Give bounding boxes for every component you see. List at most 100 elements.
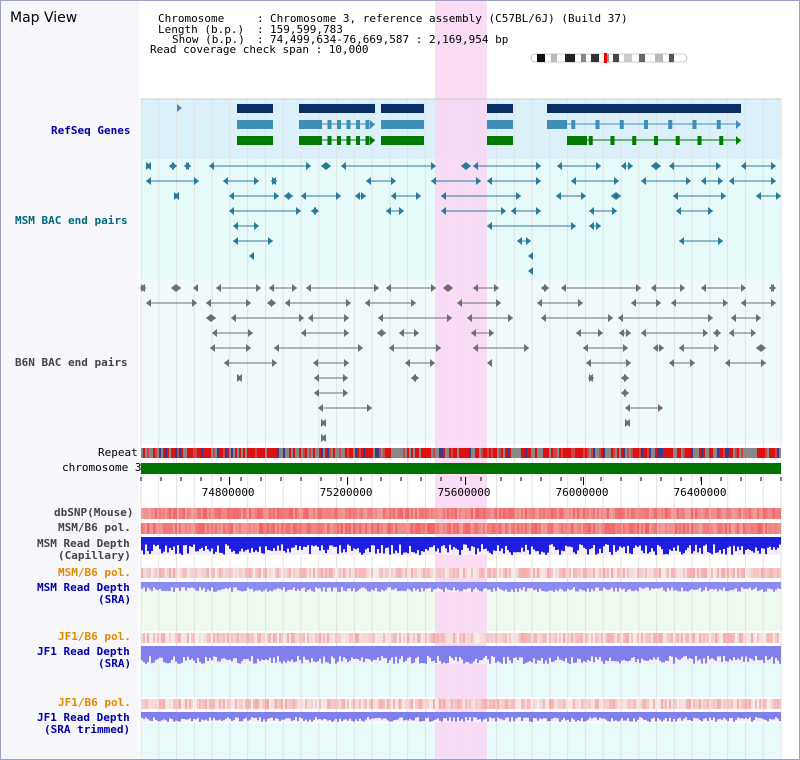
jf1-b6-pol-label[interactable]: JF1/B6 pol. xyxy=(58,630,131,643)
msm-depth-cap-bar xyxy=(333,537,335,547)
jf1-depth-trim-bar xyxy=(443,712,445,719)
jf1-pol-bin xyxy=(775,633,777,643)
msm-pol-sra-bin xyxy=(659,568,661,578)
msm-depth-sra-label[interactable]: MSM Read Depth xyxy=(37,581,130,594)
dbsnp-bin xyxy=(589,508,591,519)
msm-depth-sra-bar xyxy=(197,582,199,591)
dbsnp-bin xyxy=(159,508,161,519)
msm-depth-sra-sub: (SRA) xyxy=(98,593,132,606)
msm-pol-bin xyxy=(429,523,431,534)
msm-pol-sra-bin xyxy=(763,568,765,578)
chromosome-label[interactable]: chromosome 3 xyxy=(62,461,142,474)
repeat-bin xyxy=(235,448,237,458)
msm-b6-pol-label[interactable]: MSM/B6 pol. xyxy=(58,521,131,534)
dbsnp-bin xyxy=(767,508,769,519)
repeat-label[interactable]: Repeat xyxy=(98,446,138,459)
jf1-pol-bin xyxy=(441,633,443,643)
msm-b6-pol-sra-label[interactable]: MSM/B6 pol. xyxy=(58,566,131,579)
jf1-pol-bin xyxy=(637,633,639,643)
msm-depth-cap-bar xyxy=(261,537,263,554)
msm-pol-bin xyxy=(335,523,337,534)
msm-depth-sra-bar xyxy=(715,582,717,589)
jf1-depth-trim-bar xyxy=(209,712,211,718)
repeat-bin xyxy=(563,448,565,458)
msm-depth-sra-bar xyxy=(595,582,597,588)
jf1-pol-bin xyxy=(255,633,257,643)
jf1-pol-bin xyxy=(593,633,595,643)
msm-depth-cap-bar xyxy=(565,537,567,546)
msm-depth-sra-bar xyxy=(311,582,313,591)
chromosome-ideogram[interactable] xyxy=(529,53,689,63)
repeat-bin xyxy=(191,448,193,458)
msm-pair-end xyxy=(528,252,533,260)
b6n-bac-label[interactable]: B6N BAC end pairs xyxy=(15,356,128,369)
refseq-genes-label[interactable]: RefSeq Genes xyxy=(51,124,131,137)
msm-pol-bin xyxy=(599,523,601,534)
msm-depth-cap-bar xyxy=(233,537,235,551)
jf1-depth-trim-bar xyxy=(143,712,145,719)
jf1-depth-trim-label[interactable]: JF1 Read Depth xyxy=(37,711,130,724)
repeat-bin xyxy=(711,448,713,458)
msm-depth-cap-bar xyxy=(219,537,221,553)
msm-pol-sra-bin xyxy=(643,568,645,578)
jf1-depth-trim-bar xyxy=(265,712,267,722)
dbsnp-label[interactable]: dbSNP(Mouse) xyxy=(54,506,134,519)
jf1-depth-sra-bar xyxy=(551,646,553,662)
jf1-depth-sra-bar xyxy=(227,646,229,661)
jf1-depth-trim-bar xyxy=(413,712,415,721)
jf1-depth-sra-bar xyxy=(341,646,343,662)
jf1-pol-bin xyxy=(357,633,359,643)
msm-depth-capillary-label[interactable]: MSM Read Depth xyxy=(37,537,130,550)
jf1-pol-trim-bin xyxy=(221,699,223,709)
jf1-pol-bin xyxy=(535,633,537,643)
jf1-depth-sra-bar xyxy=(317,646,319,662)
msm-depth-cap-bar xyxy=(479,537,481,552)
jf1-pol-bin xyxy=(649,633,651,643)
msm-depth-sra-bar xyxy=(383,582,385,591)
msm-depth-sra-bar xyxy=(745,582,747,589)
chromosome-key: Chromosome xyxy=(158,12,225,25)
repeat-bin xyxy=(243,448,245,458)
repeat-bin xyxy=(189,448,191,458)
jf1-depth-trim-bar xyxy=(363,712,365,722)
jf1-pol-trim-bin xyxy=(355,699,357,709)
jf1-depth-trim-bar xyxy=(547,712,549,722)
jf1-depth-trim-bar xyxy=(301,712,303,719)
jf1-b6-pol-trim-label[interactable]: JF1/B6 pol. xyxy=(58,696,131,709)
jf1-depth-trim-bar xyxy=(469,712,471,718)
jf1-depth-sra-bar xyxy=(773,646,775,664)
msm-depth-sra-bar xyxy=(303,582,305,588)
jf1-depth-sra-bar xyxy=(767,646,769,661)
b6n-pair-end xyxy=(589,374,594,382)
repeat-bin xyxy=(583,448,585,458)
msm-depth-cap-bar xyxy=(399,537,401,545)
dbsnp-bin xyxy=(163,508,165,519)
jf1-depth-trim-bar xyxy=(225,712,227,719)
jf1-pol-bin xyxy=(283,633,285,643)
msm-pol-sra-bin xyxy=(541,568,543,578)
jf1-pol-trim-bin xyxy=(623,699,625,709)
gene-exon xyxy=(632,136,637,145)
msm-depth-cap-bar xyxy=(347,537,349,545)
msm-pol-sra-bin xyxy=(357,568,359,578)
jf1-depth-sra-label[interactable]: JF1 Read Depth xyxy=(37,645,130,658)
msm-bac-label[interactable]: MSM BAC end pairs xyxy=(15,214,128,227)
jf1-pol-bin xyxy=(757,633,759,643)
gene-exon xyxy=(318,120,322,129)
repeat-bin xyxy=(703,448,705,458)
dbsnp-bin xyxy=(741,508,743,519)
jf1-depth-sra-bar xyxy=(549,646,551,658)
msm-pol-bin xyxy=(337,523,339,534)
msm-pol-bin xyxy=(259,523,261,534)
jf1-depth-sra-bar xyxy=(431,646,433,662)
msm-depth-cap-bar xyxy=(751,537,753,552)
dbsnp-bin xyxy=(245,508,247,519)
msm-pol-sra-bin xyxy=(285,568,287,578)
msm-pol-sra-bin xyxy=(543,568,545,578)
msm-pol-sra-bin xyxy=(245,568,247,578)
msm-pol-sra-bin xyxy=(149,568,151,578)
jf1-depth-sra-bar xyxy=(727,646,729,662)
jf1-depth-sra-bar xyxy=(145,646,147,664)
msm-pol-bin xyxy=(177,523,179,534)
